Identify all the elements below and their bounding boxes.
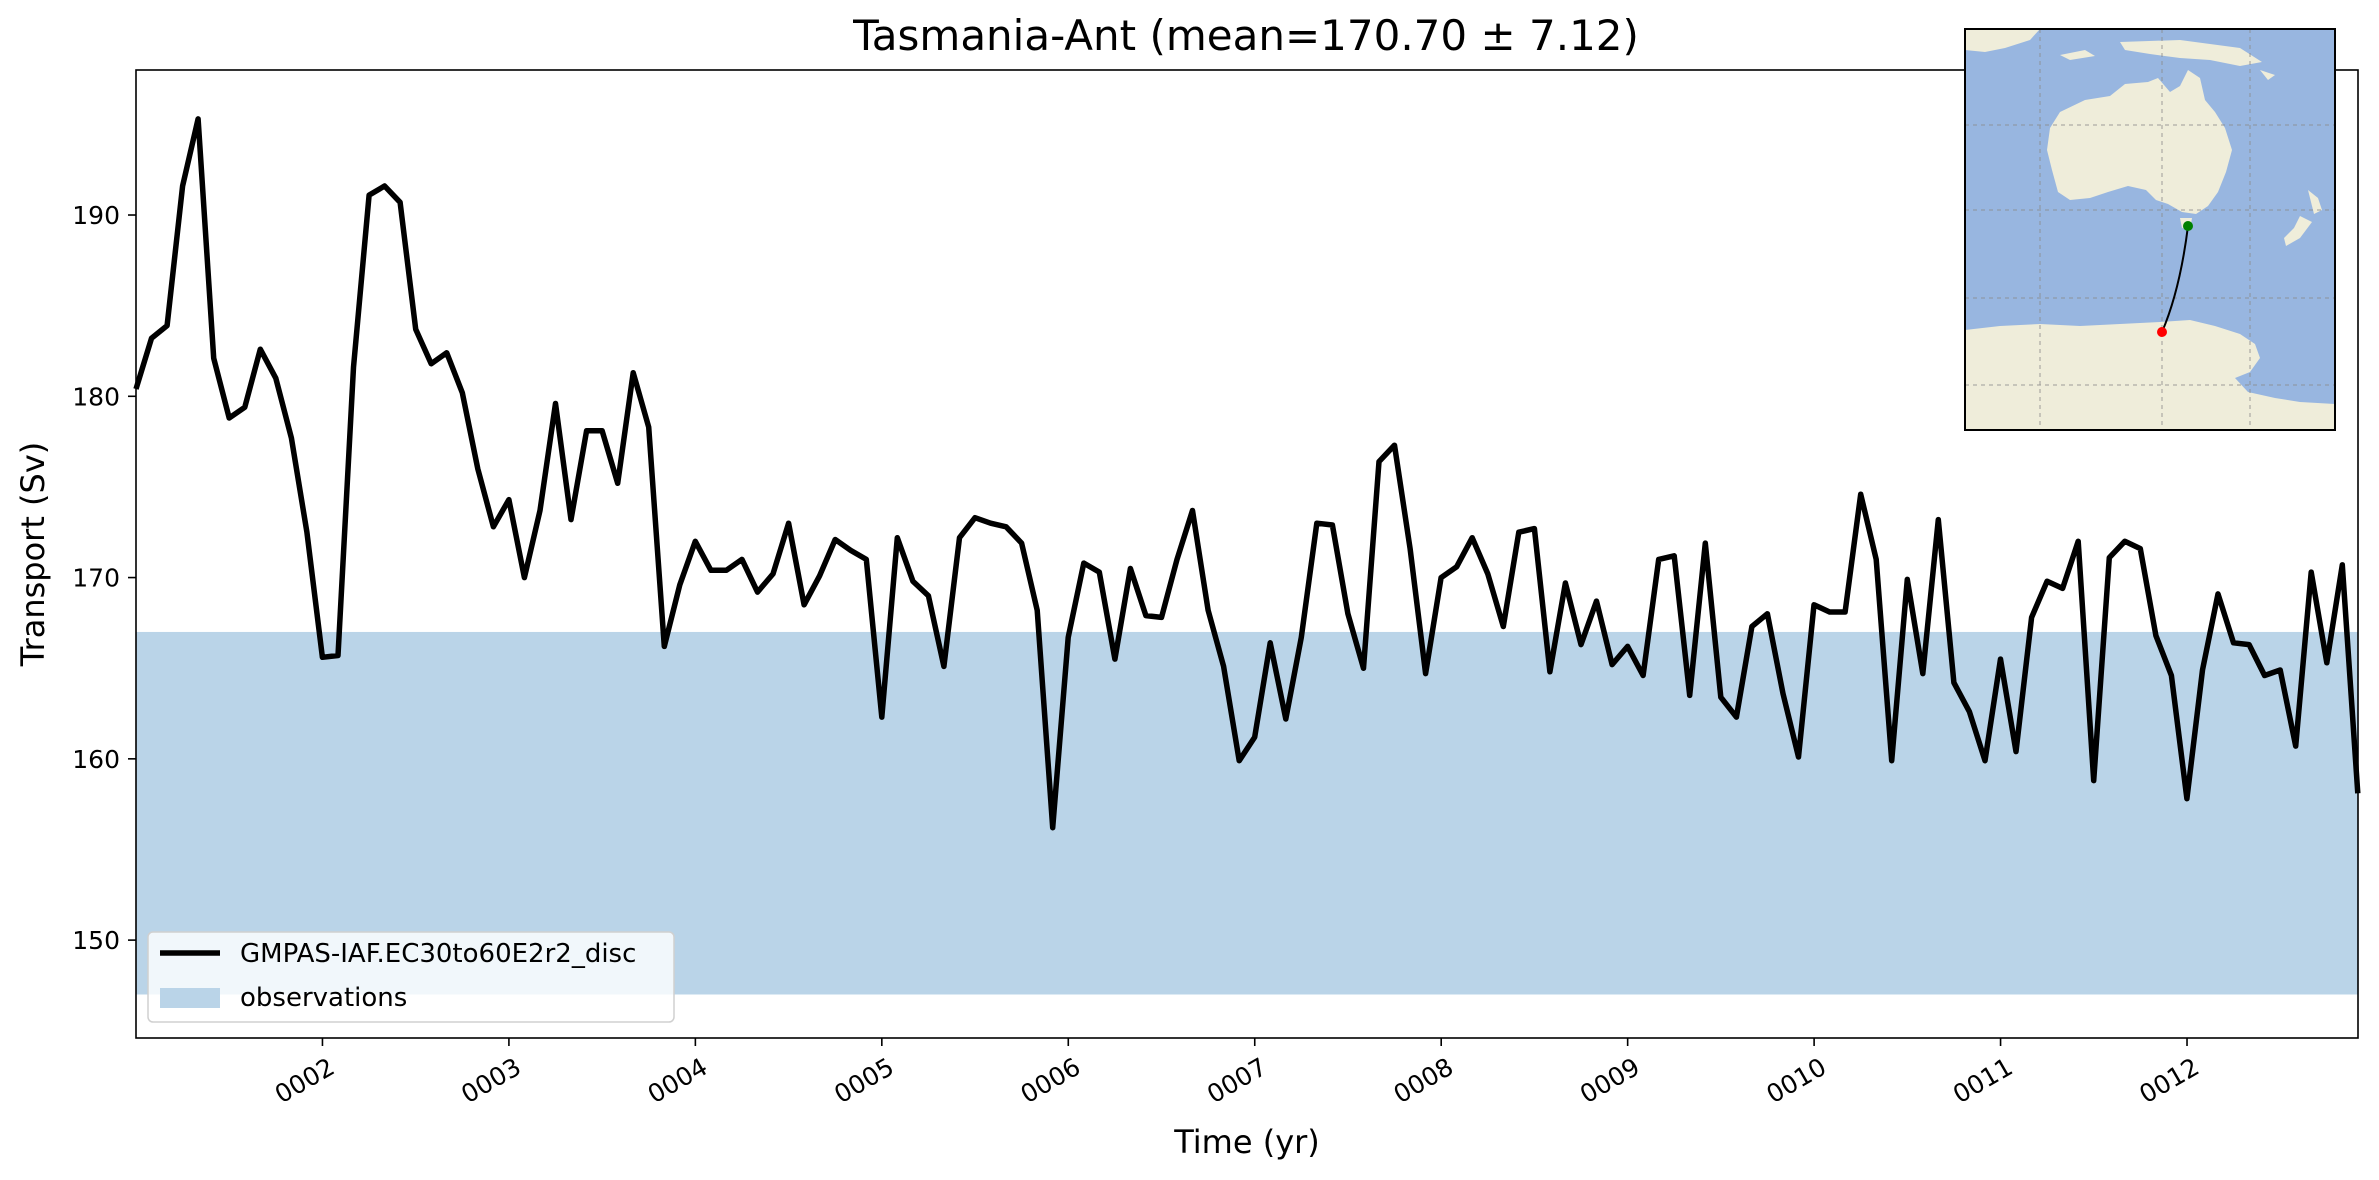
legend-series-label: GMPAS-IAF.EC30to60E2r2_disc	[240, 939, 636, 969]
map-island-small-1	[2060, 50, 2095, 60]
chart-title: Tasmania-Ant (mean=170.70 ± 7.12)	[852, 11, 1639, 60]
x-tick-label: 0009	[1575, 1052, 1645, 1109]
x-tick-label: 0004	[643, 1052, 713, 1109]
axes-frame	[135, 69, 2359, 1039]
map-transect-start	[2157, 327, 2167, 337]
series-line	[133, 116, 2361, 831]
map-island-small-2	[2260, 70, 2275, 80]
map-gridlines	[1965, 29, 2335, 430]
y-axis-ticks: 150 160 170 180 190	[72, 201, 136, 955]
map-island-north	[1965, 29, 2040, 52]
x-axis-label: Time (yr)	[1173, 1123, 1320, 1161]
x-tick-label: 0007	[1202, 1052, 1272, 1109]
map-australia	[2047, 70, 2232, 214]
x-tick-label: 0012	[2134, 1052, 2204, 1109]
x-tick-label: 0010	[1762, 1052, 1832, 1109]
y-axis-label: Transport (Sv)	[14, 442, 52, 668]
y-tick-label: 150	[72, 926, 120, 955]
map-island-new-guinea	[2120, 40, 2262, 66]
x-tick-label: 0002	[270, 1052, 340, 1109]
legend-box	[147, 931, 675, 1023]
y-tick-label: 170	[72, 564, 120, 593]
x-tick-label: 0005	[829, 1052, 899, 1109]
legend-observations-label: observations	[240, 983, 407, 1013]
x-tick-label: 0008	[1389, 1052, 1459, 1109]
y-tick-label: 180	[72, 382, 120, 411]
legend-observations-swatch	[160, 988, 220, 1008]
map-frame	[1964, 28, 2336, 431]
map-transect-end	[2183, 221, 2193, 231]
x-tick-label: 0003	[456, 1052, 526, 1109]
x-tick-label: 0011	[1948, 1052, 2018, 1109]
inset-map	[1964, 28, 2336, 431]
map-transect-line	[2161, 225, 2189, 333]
map-new-zealand	[2284, 190, 2322, 246]
map-antarctica	[1965, 320, 2335, 430]
y-tick-label: 160	[72, 745, 120, 774]
y-tick-label: 190	[72, 201, 120, 230]
x-axis-ticks: 0002 0003 0004 0005 0006 0007 0008 0009 0010 0011…	[270, 1038, 2204, 1109]
legend: GMPAS-IAF.EC30to60E2r2_disc observations	[147, 931, 675, 1023]
x-tick-label: 0006	[1016, 1052, 1086, 1109]
